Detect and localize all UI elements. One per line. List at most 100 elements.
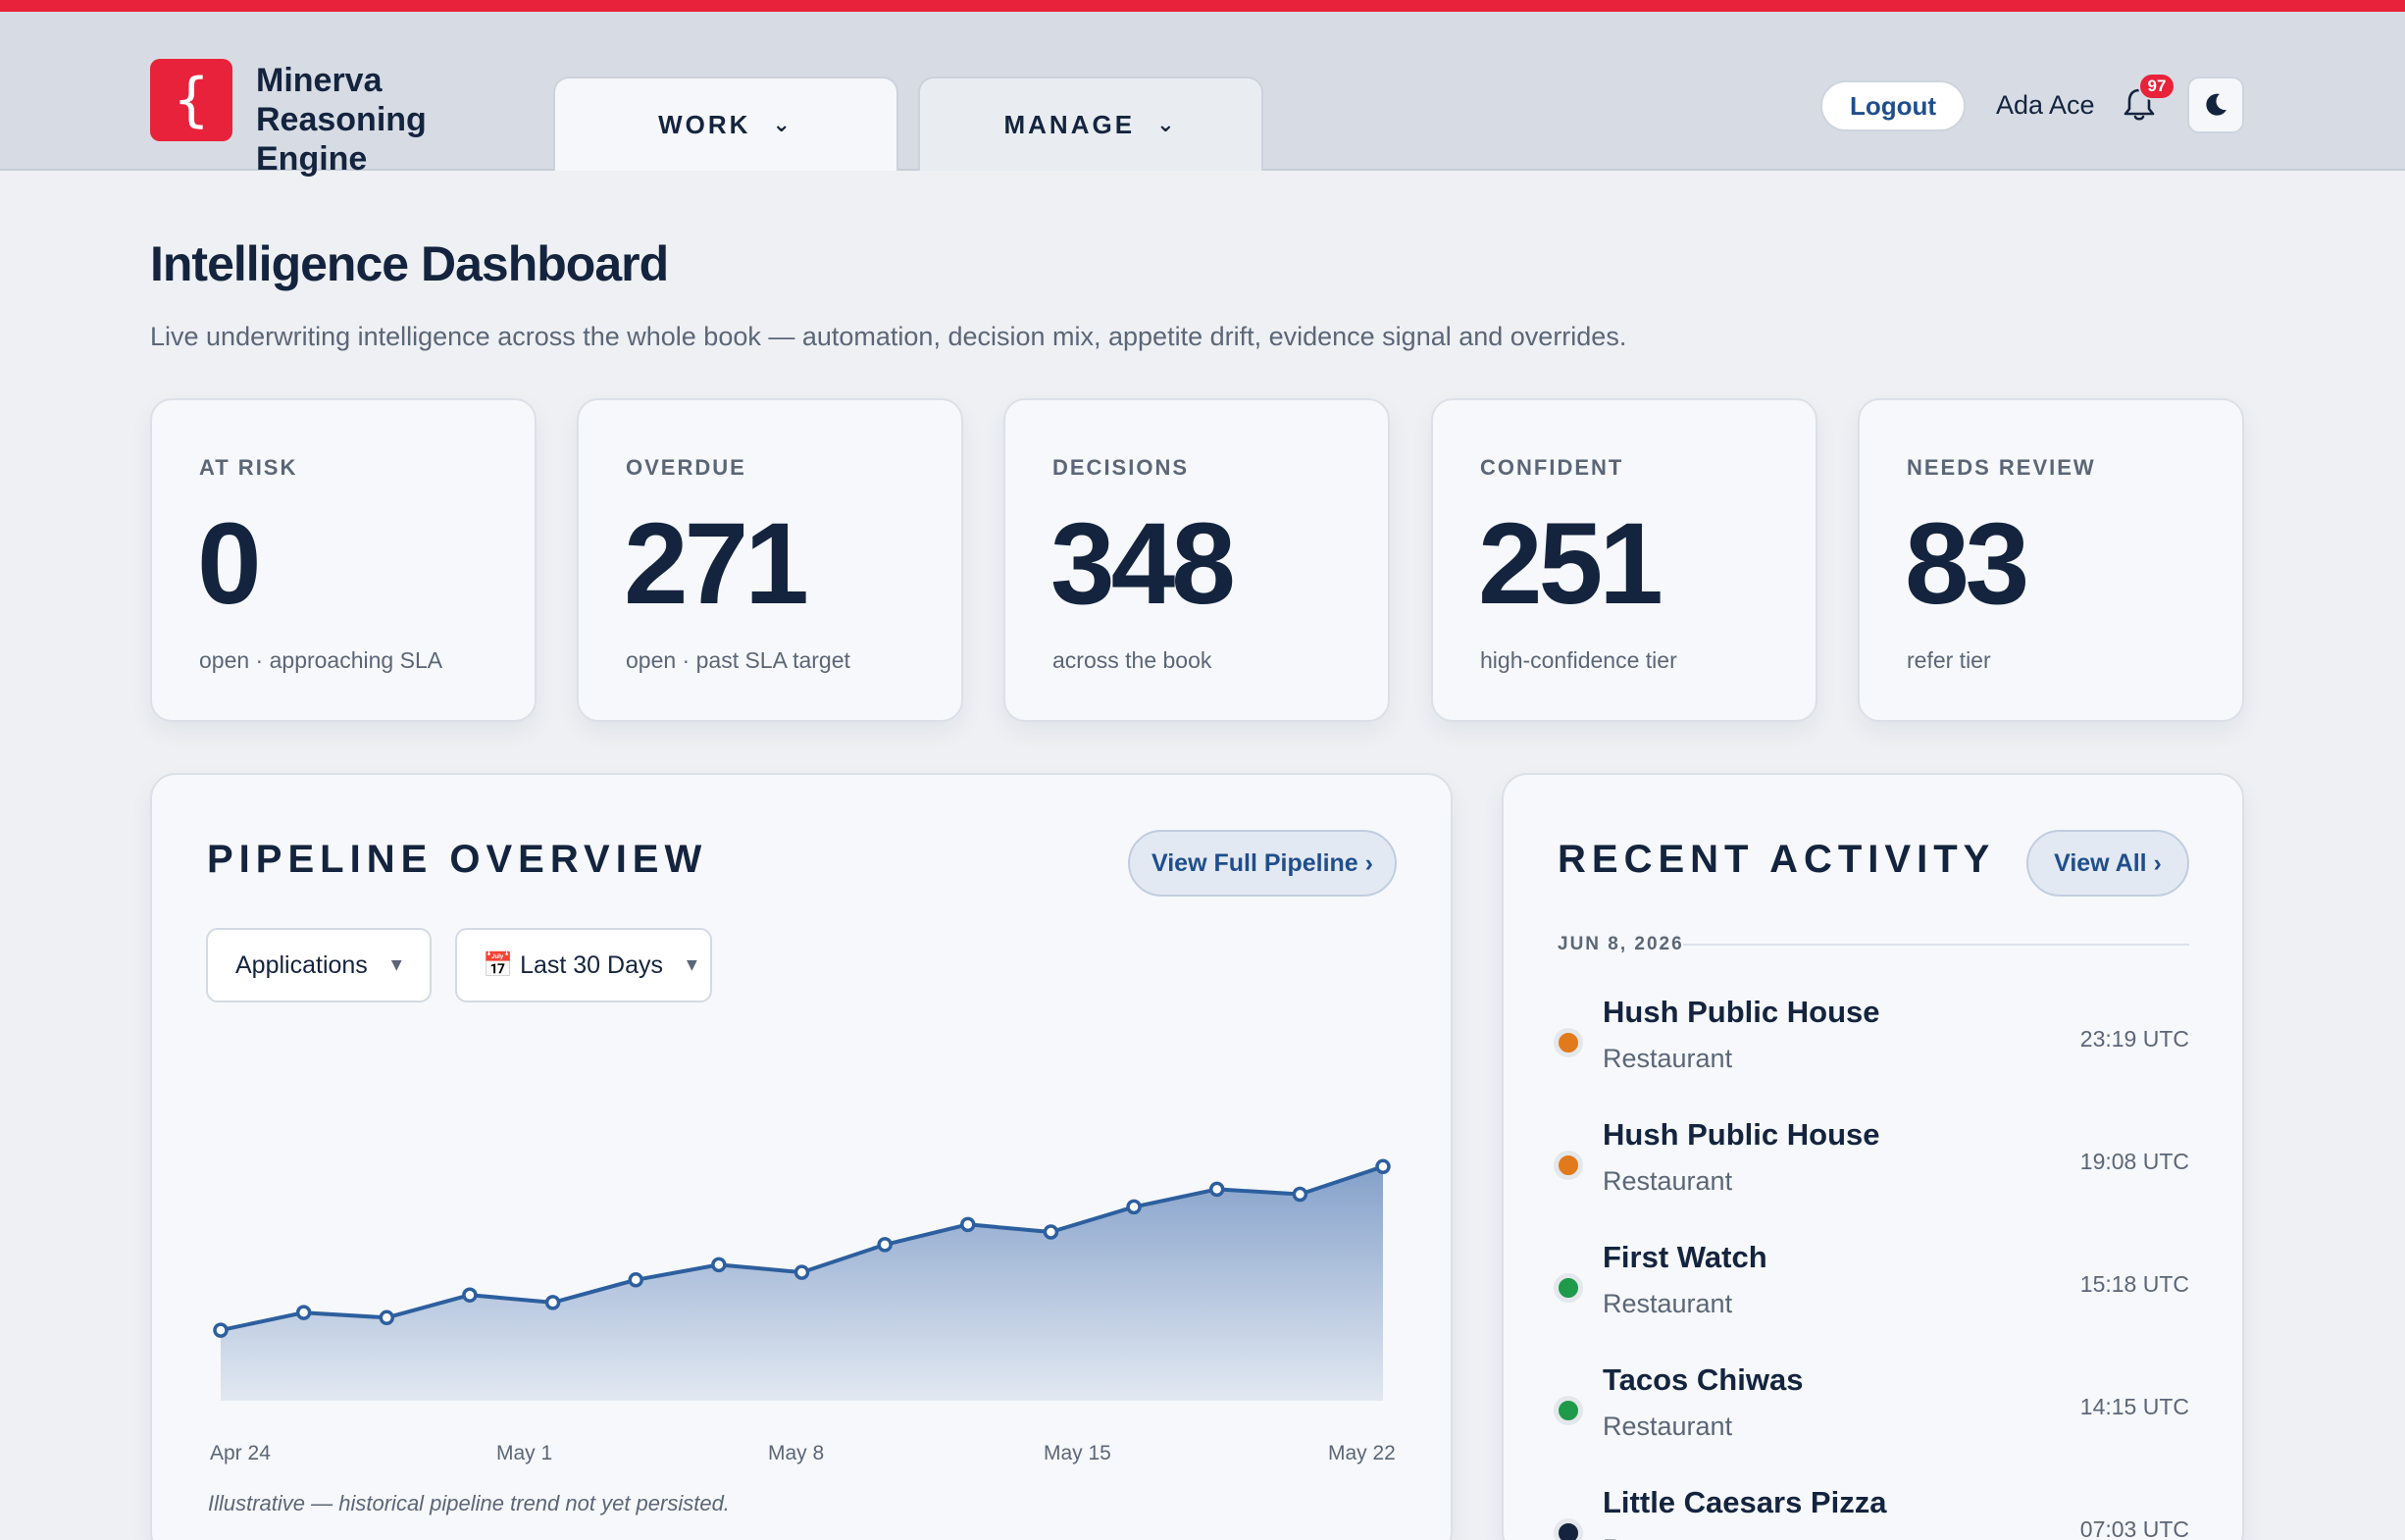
activity-type: Restaurant xyxy=(1603,1166,1733,1196)
chart-points xyxy=(213,1158,1391,1338)
dropdown-arrow-icon: ▼ xyxy=(390,957,402,973)
app-header: { Minerva Reasoning Engine WORK ⌄ MANAGE… xyxy=(0,12,2405,178)
activity-type: Restaurant xyxy=(1603,1044,1733,1073)
tab-manage-label: MANAGE xyxy=(1003,109,1136,139)
chart-point[interactable] xyxy=(379,1309,395,1326)
chart-point[interactable] xyxy=(1292,1186,1308,1203)
app-name-line1: Minerva xyxy=(256,62,383,99)
metric-select[interactable]: Applications ▼ xyxy=(206,928,432,1002)
chevron-down-icon: ⌄ xyxy=(1156,112,1178,137)
stat-description: open · past SLA target xyxy=(626,647,850,673)
chart-point[interactable] xyxy=(960,1216,976,1233)
pipeline-title: PIPELINE OVERVIEW xyxy=(207,838,708,881)
activity-type: Restaurant xyxy=(1603,1412,1733,1441)
logout-button[interactable]: Logout xyxy=(1820,80,1966,131)
activity-item[interactable]: Tacos Chiwas Restaurant 14:15 UTC xyxy=(1554,1360,2189,1468)
stat-description: open · approaching SLA xyxy=(199,647,443,673)
theme-toggle-button[interactable] xyxy=(2187,77,2244,133)
stat-label: AT RISK xyxy=(199,455,298,480)
activity-item[interactable]: Hush Public House Restaurant 23:19 UTC xyxy=(1554,993,2189,1101)
chevron-down-icon: ⌄ xyxy=(772,112,793,137)
x-tick-label: May 15 xyxy=(1044,1442,1111,1464)
x-tick-label: May 22 xyxy=(1328,1442,1396,1464)
stat-label: DECISIONS xyxy=(1052,455,1190,480)
stat-label: CONFIDENT xyxy=(1480,455,1624,480)
x-tick-label: May 1 xyxy=(496,1442,553,1464)
chart-point[interactable] xyxy=(1126,1199,1142,1215)
stat-value: 0 xyxy=(197,499,262,629)
stat-description: across the book xyxy=(1052,647,1212,673)
stat-description: refer tier xyxy=(1907,647,1991,673)
stat-card-at-risk[interactable]: AT RISK 0 open · approaching SLA xyxy=(150,398,537,722)
chart-footnote: Illustrative — historical pipeline trend… xyxy=(208,1491,730,1515)
status-dot xyxy=(1554,1518,1583,1540)
chart-point[interactable] xyxy=(711,1257,727,1273)
view-full-pipeline-button[interactable]: View Full Pipeline › xyxy=(1128,830,1397,897)
chart-point[interactable] xyxy=(877,1237,893,1253)
metric-select-value: Applications xyxy=(235,950,368,979)
tab-work-label: WORK xyxy=(658,109,751,139)
activity-date: JUN 8, 2026 xyxy=(1558,934,1684,954)
stat-value: 348 xyxy=(1050,499,1236,629)
tab-manage[interactable]: MANAGE ⌄ xyxy=(918,77,1263,171)
status-dot xyxy=(1554,1273,1583,1303)
activity-item[interactable]: First Watch Restaurant 15:18 UTC xyxy=(1554,1238,2189,1346)
chart-point[interactable] xyxy=(295,1305,312,1320)
stat-card-decisions[interactable]: DECISIONS 348 across the book xyxy=(1003,398,1390,722)
stat-label: NEEDS REVIEW xyxy=(1907,455,2096,480)
stat-value: 271 xyxy=(624,499,809,629)
divider xyxy=(1683,944,2189,946)
activity-item[interactable]: Hush Public House Restaurant 19:08 UTC xyxy=(1554,1115,2189,1223)
page-subtitle: Live underwriting intelligence across th… xyxy=(150,322,1627,351)
chart-point[interactable] xyxy=(793,1264,810,1280)
activity-time: 14:15 UTC xyxy=(2079,1394,2189,1419)
chart-point[interactable] xyxy=(544,1295,561,1310)
pipeline-chart xyxy=(213,1158,1391,1401)
activity-panel xyxy=(1502,773,2244,1540)
activity-type: Restaurant xyxy=(1603,1534,1732,1540)
stat-label: OVERDUE xyxy=(626,455,746,480)
activity-title: RECENT ACTIVITY xyxy=(1558,838,1996,881)
stat-description: high-confidence tier xyxy=(1480,647,1677,673)
status-dot xyxy=(1554,1151,1583,1180)
app-name-line2: Reasoning Engine xyxy=(256,101,427,178)
notification-badge: 97 xyxy=(2138,73,2175,100)
dropdown-arrow-icon: ▼ xyxy=(686,957,697,973)
activity-name: First Watch xyxy=(1603,1240,1767,1274)
user-name[interactable]: Ada Ace xyxy=(1996,90,2095,120)
activity-type: Restaurant xyxy=(1603,1289,1733,1318)
activity-time: 07:03 UTC xyxy=(2079,1516,2189,1540)
stat-value: 251 xyxy=(1478,499,1663,629)
app-name[interactable]: Minerva Reasoning Engine xyxy=(256,61,511,179)
chart-point[interactable] xyxy=(1043,1224,1059,1240)
activity-name: Hush Public House xyxy=(1603,1117,1880,1152)
activity-name: Hush Public House xyxy=(1603,995,1880,1029)
activity-name: Tacos Chiwas xyxy=(1603,1362,1804,1397)
chart-area-fill xyxy=(221,1166,1383,1401)
top-accent-bar xyxy=(0,0,2405,12)
activity-name: Little Caesars Pizza xyxy=(1603,1485,1887,1519)
stat-card-needs-review[interactable]: NEEDS REVIEW 83 refer tier xyxy=(1858,398,2244,722)
chart-point[interactable] xyxy=(462,1287,478,1303)
activity-item[interactable]: Little Caesars Pizza Restaurant 07:03 UT… xyxy=(1554,1483,2189,1540)
x-tick-label: May 8 xyxy=(768,1442,825,1464)
activity-time: 15:18 UTC xyxy=(2079,1271,2189,1297)
status-dot xyxy=(1554,1396,1583,1425)
pipeline-panel xyxy=(150,773,1453,1540)
chart-point[interactable] xyxy=(1375,1158,1391,1175)
chart-point[interactable] xyxy=(628,1272,643,1288)
stat-card-confident[interactable]: CONFIDENT 251 high-confidence tier xyxy=(1431,398,1817,722)
stat-card-overdue[interactable]: OVERDUE 271 open · past SLA target xyxy=(577,398,963,722)
page-title: Intelligence Dashboard xyxy=(150,236,669,291)
date-range-select[interactable]: 📅 Last 30 Days ▼ xyxy=(455,928,712,1002)
logo-icon[interactable]: { xyxy=(150,59,232,141)
chart-point[interactable] xyxy=(1208,1181,1225,1198)
date-range-select-value: 📅 Last 30 Days xyxy=(483,950,663,979)
moon-icon xyxy=(2206,93,2226,116)
activity-time: 19:08 UTC xyxy=(2079,1149,2189,1174)
stat-value: 83 xyxy=(1905,499,2029,629)
view-all-activity-button[interactable]: View All › xyxy=(2026,830,2189,897)
tab-work[interactable]: WORK ⌄ xyxy=(553,77,898,171)
status-dot xyxy=(1554,1028,1583,1057)
chart-point[interactable] xyxy=(213,1322,229,1338)
